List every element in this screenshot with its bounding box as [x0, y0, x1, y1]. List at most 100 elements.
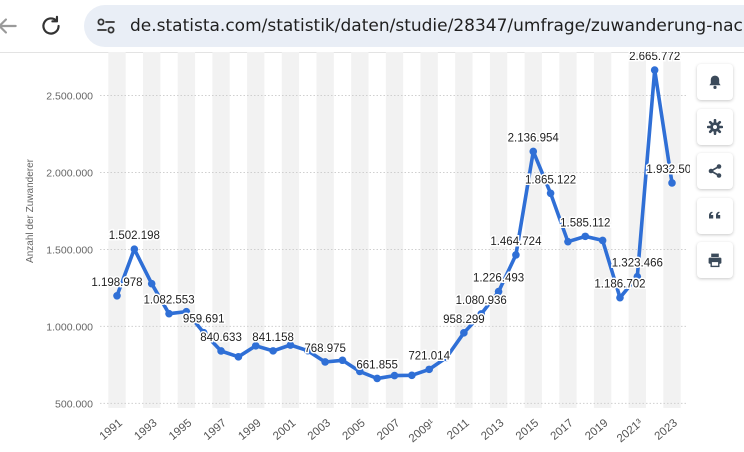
data-point	[113, 292, 121, 300]
site-settings-icon[interactable]	[94, 14, 118, 38]
year-band	[489, 52, 508, 408]
print-button[interactable]	[697, 242, 733, 278]
data-point	[251, 342, 260, 350]
data-label: 1.865.122	[525, 174, 576, 186]
year-bands	[108, 52, 681, 408]
data-label: 841.158	[252, 332, 294, 344]
data-point	[477, 310, 486, 318]
data-point	[442, 353, 451, 362]
data-point	[494, 287, 503, 296]
data-label: 1.323.466	[612, 258, 663, 270]
back-arrow-icon[interactable]	[0, 13, 20, 39]
year-band	[316, 52, 334, 408]
data-point	[529, 147, 538, 156]
data-point	[564, 237, 572, 246]
year-band	[212, 52, 230, 408]
settings-button[interactable]	[697, 109, 733, 145]
data-point	[598, 236, 607, 245]
data-labels: 1.198.978 1.502.198 1.082.553 959.691 840.63…	[90, 52, 690, 373]
x-tick-label: 1999	[236, 417, 263, 443]
x-tick-label: 2013	[479, 417, 506, 443]
data-point	[650, 66, 659, 74]
x-tick-label: 2003	[306, 417, 333, 443]
x-tick-label: 2019	[583, 417, 610, 443]
line-chart: 500.000 1.000.000 1.500.000 2.000.000 2.500.…	[25, 52, 690, 445]
print-icon	[708, 253, 722, 268]
data-point	[356, 367, 364, 376]
year-band	[108, 52, 126, 408]
data-point	[616, 293, 624, 302]
data-label: 840.633	[200, 332, 242, 344]
data-label: 1.502.198	[109, 230, 160, 242]
notification-button[interactable]	[697, 64, 733, 100]
year-band	[628, 52, 646, 408]
data-point	[321, 358, 329, 366]
y-axis-label: Anzahl der Zuwanderer	[25, 158, 36, 263]
share-button[interactable]	[697, 153, 733, 189]
y-tick-label: 2.000.000	[46, 168, 93, 180]
year-band	[420, 52, 438, 408]
data-point	[147, 279, 156, 288]
year-band	[351, 52, 369, 408]
data-point	[425, 365, 433, 374]
reload-icon[interactable]	[38, 13, 64, 39]
data-point	[633, 272, 642, 281]
chart-container: 500.000 1.000.000 1.500.000 2.000.000 2.500.…	[0, 52, 744, 452]
x-tick-label: 2001	[271, 417, 298, 443]
year-band	[524, 52, 542, 408]
data-point	[286, 341, 295, 349]
y-tick-label: 2.500.000	[46, 91, 93, 103]
url-text[interactable]: de.statista.com/statistik/daten/studie/2…	[130, 16, 744, 36]
data-points	[113, 66, 676, 383]
year-band	[143, 52, 161, 408]
x-tick-label: 2005	[340, 417, 367, 443]
year-band	[177, 52, 196, 408]
y-tick-label: 1.000.000	[46, 321, 93, 333]
data-point	[546, 189, 555, 198]
share-icon	[708, 164, 722, 178]
data-label: 2.136.954	[508, 132, 560, 144]
x-tick-label: 2011	[445, 417, 472, 442]
year-band	[247, 52, 265, 408]
notification-bell-icon	[709, 75, 721, 89]
y-axis-ticks: 500.000 1.000.000 1.500.000 2.000.000 2.500.…	[46, 91, 93, 411]
cite-button[interactable]	[697, 198, 733, 234]
data-point	[303, 346, 312, 355]
data-label: 1.186.702	[594, 279, 645, 291]
x-axis-ticks: 1991 1993 1995 1997 1999 2001 2003 2005 2007 2009…	[98, 417, 680, 445]
address-bar[interactable]: de.statista.com/statistik/daten/studie/2…	[84, 5, 744, 47]
y-tick-label: 500.000	[55, 398, 93, 410]
data-point	[668, 179, 676, 187]
x-tick-label: 1993	[132, 417, 159, 443]
browser-toolbar: de.statista.com/statistik/daten/studie/2…	[0, 0, 744, 53]
year-band	[559, 52, 577, 408]
data-label: 721.014	[408, 350, 450, 362]
quote-icon	[709, 211, 721, 219]
data-point	[217, 347, 225, 355]
data-point	[338, 356, 347, 365]
data-point	[234, 353, 243, 361]
data-point	[182, 307, 191, 316]
data-point	[408, 371, 416, 380]
data-label: 1.932.509	[646, 164, 690, 176]
data-label: 2.665.772	[629, 52, 680, 63]
data-point	[269, 347, 277, 355]
year-band	[385, 52, 404, 408]
data-point	[373, 374, 381, 383]
x-tick-label: 2023	[653, 417, 680, 443]
year-band	[455, 52, 473, 408]
data-point	[199, 328, 208, 337]
year-band	[593, 52, 612, 408]
x-tick-label: 2007	[375, 417, 402, 443]
data-label: 1.585.112	[560, 217, 610, 229]
settings-gear-icon	[707, 119, 723, 135]
year-band	[281, 52, 300, 408]
data-point	[165, 309, 173, 318]
data-label: 768.975	[304, 343, 346, 355]
x-tick-label: 1997	[202, 417, 229, 443]
x-tick-label: 1995	[167, 417, 194, 443]
x-tick-label: 2015	[514, 417, 541, 443]
data-point	[130, 245, 139, 253]
data-label: 1.198.978	[91, 277, 142, 289]
data-label: 958.299	[443, 314, 485, 326]
